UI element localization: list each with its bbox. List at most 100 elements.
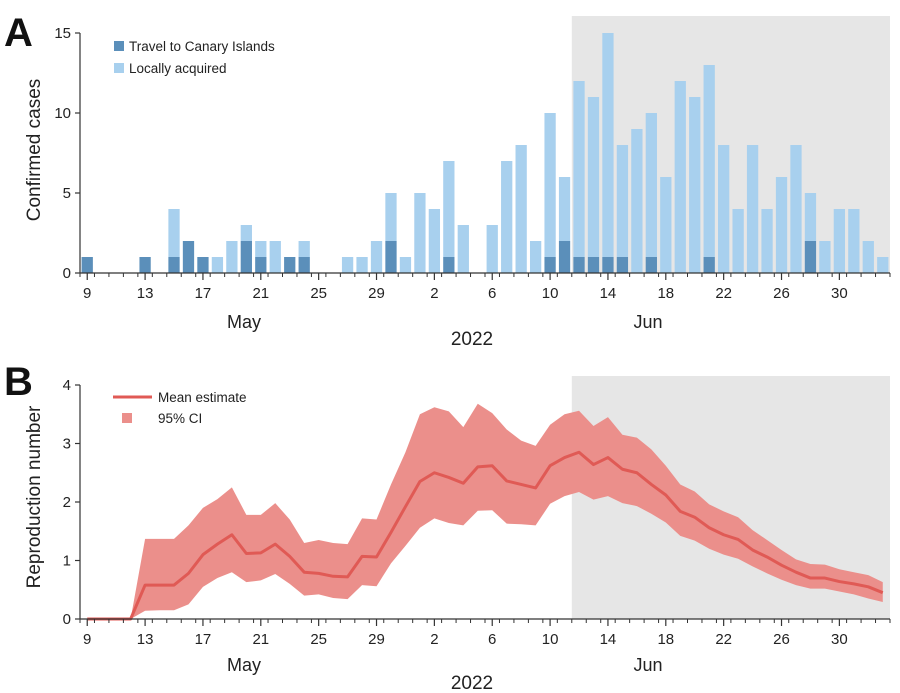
legend-swatch-travel	[114, 41, 124, 51]
bar-travel-2022-05-17	[197, 257, 209, 273]
bar-local-2022-06-28	[804, 193, 817, 241]
bar-local-2022-06-21	[703, 65, 715, 257]
bar-local-2022-06-07	[501, 161, 513, 273]
bar-local-2022-05-21	[255, 241, 267, 257]
bar-local-2022-05-18	[211, 257, 224, 273]
bar-local-2022-06-16	[631, 129, 643, 273]
panel-b-month-label-jun: Jun	[633, 655, 662, 675]
legend-label-local: Locally acquired	[129, 61, 227, 76]
panel-a-x-tick-label: 21	[252, 285, 269, 302]
bar-travel-2022-06-13	[587, 257, 600, 273]
panel-a-y-tick-label: 5	[63, 185, 71, 202]
mean-estimate-line	[87, 450, 884, 621]
bar-local-2022-06-03	[443, 161, 455, 257]
bar-local-2022-05-22	[269, 241, 281, 273]
panel-a-x-tick-label: 30	[831, 285, 848, 302]
bar-local-2022-06-24	[746, 145, 759, 273]
panel-b-x-tick-label: 17	[195, 631, 212, 648]
bar-local-2022-07-01	[848, 209, 860, 273]
panel-b-y-tick-label: 1	[63, 553, 71, 570]
panel-b-x-tick-label: 22	[715, 631, 732, 648]
legend-swatch-local	[114, 63, 124, 73]
panel-a-x-tick-label: 22	[715, 285, 732, 302]
panel-a-y-tick-label: 10	[54, 105, 71, 122]
panel-a-month-label-jun: Jun	[633, 312, 662, 332]
bar-travel-2022-05-09	[81, 257, 93, 273]
panel-b-letter: B	[4, 360, 33, 404]
bar-local-2022-06-23	[732, 209, 744, 273]
bar-travel-2022-06-14	[602, 257, 614, 273]
bar-local-2022-06-25	[761, 209, 773, 273]
bar-travel-2022-05-21	[255, 257, 267, 273]
ci-band	[87, 403, 883, 619]
bar-travel-2022-06-21	[703, 257, 715, 273]
panel-b-y-tick-label: 4	[63, 377, 71, 394]
panel-b-x-tick-label: 9	[83, 631, 91, 648]
bar-travel-2022-06-03	[443, 257, 455, 273]
panel-a-letter: A	[4, 11, 33, 55]
bar-local-2022-06-14	[602, 33, 614, 257]
panel-b-x-tick-label: 10	[542, 631, 559, 648]
bar-local-2022-06-27	[790, 145, 802, 273]
panel-b-x-tick-label: 13	[137, 631, 154, 648]
bar-local-2022-07-03	[877, 257, 889, 273]
bar-local-2022-06-17	[645, 113, 657, 257]
bar-local-2022-06-19	[674, 81, 686, 273]
panel-b-x-tick-label: 29	[368, 631, 385, 648]
panel-a-x-tick-label: 10	[542, 285, 559, 302]
panel-a-x-tick-label: 29	[368, 285, 385, 302]
bar-local-2022-05-30	[385, 193, 397, 241]
bar-travel-2022-05-20	[240, 241, 252, 273]
bar-local-2022-06-13	[587, 97, 600, 257]
panel-b-y-axis-title: Reproduction number	[24, 405, 45, 588]
panel-b-month-label-may: May	[227, 655, 261, 675]
panel-b-x-tick-label: 6	[488, 631, 496, 648]
bar-local-2022-05-20	[240, 225, 252, 241]
legend-label-mean: Mean estimate	[158, 390, 247, 405]
panel-a-x-tick-label: 25	[310, 285, 327, 302]
panel-b-year-label: 2022	[451, 673, 493, 693]
legend-label-travel: Travel to Canary Islands	[129, 39, 275, 54]
bar-travel-2022-06-12	[573, 257, 585, 273]
bar-local-2022-06-04	[457, 225, 469, 273]
bar-local-2022-06-11	[558, 177, 571, 241]
panel-a-month-label-may: May	[227, 312, 261, 332]
bar-travel-2022-06-28	[804, 241, 817, 273]
panel-a-x-tick-label: 2	[430, 285, 438, 302]
bar-travel-2022-06-11	[558, 241, 571, 273]
panel-b-y-tick-label: 0	[63, 611, 71, 628]
panel-a-x-tick-label: 13	[137, 285, 154, 302]
panel-b-x-tick-label: 21	[252, 631, 269, 648]
bar-local-2022-06-18	[660, 177, 672, 273]
bar-local-2022-06-15	[616, 145, 629, 257]
panel-a-x-tick-label: 9	[83, 285, 91, 302]
bar-local-2022-05-28	[356, 257, 368, 273]
bar-travel-2022-05-16	[182, 241, 195, 273]
bar-local-2022-07-02	[862, 241, 874, 273]
panel-a-x-tick-label: 26	[773, 285, 790, 302]
panel-a-x-tick-label: 17	[195, 285, 212, 302]
bar-travel-2022-06-17	[645, 257, 657, 273]
panel-b-y-tick-label: 2	[63, 494, 71, 511]
bar-local-2022-05-19	[226, 241, 238, 273]
bar-local-2022-05-15	[168, 209, 180, 257]
bar-local-2022-05-31	[399, 257, 412, 273]
bar-local-2022-06-09	[529, 241, 542, 273]
panel-b-x-tick-label: 25	[310, 631, 327, 648]
bar-local-2022-06-10	[544, 113, 556, 257]
panel-b-x-tick-label: 2	[430, 631, 438, 648]
panel-a-x-tick-label: 18	[657, 285, 674, 302]
bar-local-2022-05-27	[341, 257, 354, 273]
bar-local-2022-06-22	[718, 145, 730, 273]
bar-travel-2022-05-24	[298, 257, 310, 273]
panel-a-legend: Travel to Canary Islands Locally acquire…	[114, 39, 275, 76]
bar-travel-2022-05-15	[168, 257, 180, 273]
panel-a-x-tick-label: 6	[488, 285, 496, 302]
bar-local-2022-06-02	[428, 209, 441, 273]
bar-local-2022-06-12	[573, 81, 585, 257]
bar-travel-2022-06-15	[616, 257, 629, 273]
bar-local-2022-06-26	[775, 177, 788, 273]
